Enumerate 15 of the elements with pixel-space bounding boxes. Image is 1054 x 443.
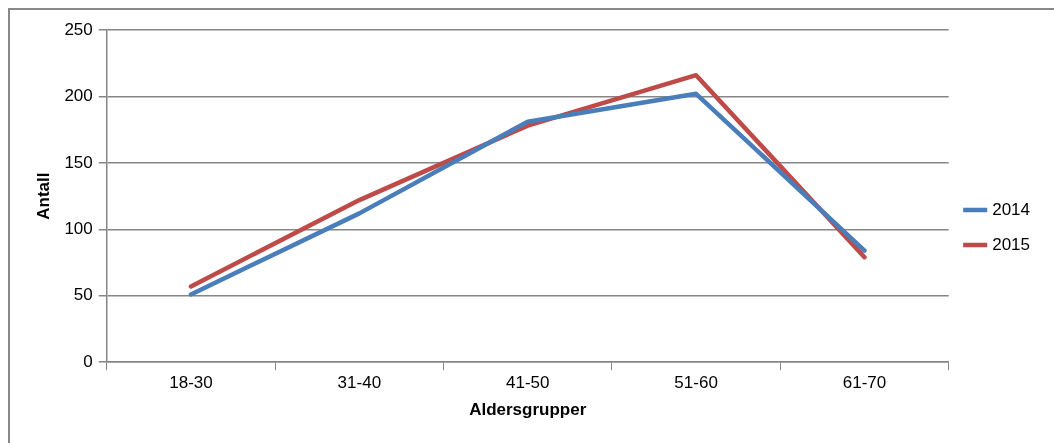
y-axis-title: Antall <box>33 172 53 220</box>
y-tick-label: 200 <box>64 86 93 106</box>
y-tick-label: 100 <box>64 219 93 239</box>
y-tick-label: 250 <box>64 19 93 39</box>
x-axis-title: Aldersgrupper <box>469 400 587 420</box>
x-tick-label: 18-30 <box>169 373 213 393</box>
legend-label: 2014 <box>992 199 1031 219</box>
y-tick-label: 0 <box>83 351 93 371</box>
y-tick-label: 150 <box>64 152 93 172</box>
x-tick-label: 31-40 <box>337 373 382 393</box>
legend-label: 2015 <box>992 234 1031 254</box>
x-tick-label: 41-50 <box>505 373 550 393</box>
x-tick-label: 61-70 <box>842 373 887 393</box>
x-tick-label: 51-60 <box>674 373 718 393</box>
y-tick-label: 50 <box>73 285 93 305</box>
